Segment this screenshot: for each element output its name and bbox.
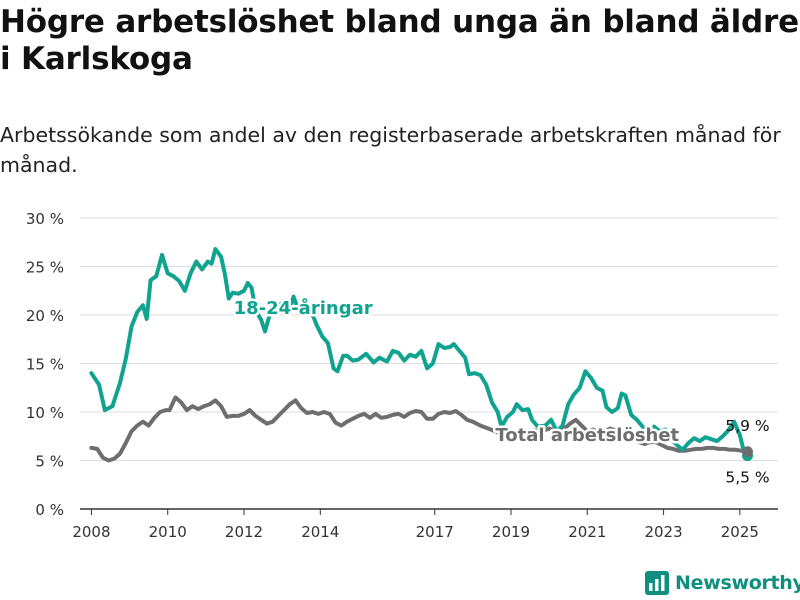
y-tick-label: 25 % [26,259,64,277]
y-tick-label: 20 % [26,307,64,325]
x-axis: 2008 2010 2012 2014 2017 2019 2021 2023 2025 [72,509,759,541]
brand-name: Newsworthy [675,572,800,594]
x-tick-label: 2010 [149,523,187,541]
page-subtitle: Arbetssökande som andel av den registerb… [0,123,781,177]
brand: Newsworthy [645,568,800,598]
y-tick-label: 15 % [26,356,64,374]
x-tick-label: 2019 [492,523,530,541]
grid-lines [80,217,778,510]
end-label-total: 5,9 % [725,417,769,435]
annotation-total: Total arbetslöshet [495,425,679,446]
end-point-total [741,446,753,458]
x-tick-label: 2017 [416,523,454,541]
y-tick-label: 5 % [35,453,64,471]
x-tick-label: 2012 [225,523,263,541]
annotation-18-24: 18-24-åringar [234,297,373,319]
series-line-18-24 [89,247,750,458]
y-tick-label: 10 % [26,404,64,422]
series-lines [89,247,753,463]
x-tick-label: 2014 [301,523,339,541]
page-title: Högre arbetslöshet bland unga än bland ä… [0,4,799,77]
newsworthy-logo-icon [645,571,669,595]
x-tick-label: 2008 [72,523,110,541]
y-tick-label: 30 % [26,210,64,228]
annotation-18-24-halo: 18-24-åringar [234,297,373,319]
series-line-total [89,395,750,463]
x-tick-label: 2025 [721,523,759,541]
x-tick-label: 2021 [568,523,606,541]
end-label-18-24: 5,5 % [725,469,769,487]
y-tick-label: 0 % [35,501,64,519]
x-tick-label: 2023 [644,523,682,541]
annotation-total-halo: Total arbetslöshet [495,425,679,446]
y-axis: 0 % 5 % 10 % 15 % 20 % 25 % 30 % [26,210,64,519]
